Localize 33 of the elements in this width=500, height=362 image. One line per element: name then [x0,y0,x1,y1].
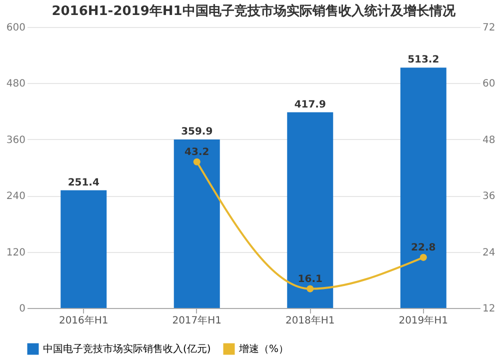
bar [400,68,446,308]
data-label: 513.2 [408,54,440,66]
y2-tick-label: 60 [482,78,496,90]
bar [174,139,220,308]
y2-tick-label: 36 [482,191,496,202]
bar [60,190,107,308]
point [420,254,427,261]
y-tick-label: 360 [6,134,26,146]
chart-title: 2016H1-2019年H1中国电子竞技市场实际销售收入统计及增长情况 [52,3,456,19]
legend-label: 中国电子竞技市场实际销售收入(亿元) [43,343,211,355]
y-tick-label: 120 [6,247,26,258]
point [193,158,200,166]
data-label: 43.2 [184,146,210,158]
data-label: 251.4 [68,177,100,188]
data-label: 16.1 [298,274,322,285]
point [306,285,314,292]
y2-tick-label: 24 [482,247,496,258]
data-label: 417.9 [294,99,326,110]
x-tick-label: 2016年H1 [58,314,108,326]
y2-tick-label: 48 [482,134,496,146]
y-tick-label: 600 [6,22,26,34]
bar [287,112,334,308]
x-tick-label: 2019年H1 [398,314,448,326]
x-tick-label: 2018年H1 [285,314,335,326]
y-tick-label: 480 [6,78,26,90]
legend-label: 增速（%） [238,343,289,355]
y-tick-label: 240 [6,191,26,202]
y2-tick-label: 72 [482,22,496,34]
y2-tick-label: 12 [482,304,496,314]
y-tick-label: 0 [19,304,26,314]
data-label: 22.8 [411,242,436,254]
x-tick-label: 2017年H1 [172,314,222,326]
data-label: 359.9 [181,126,213,138]
